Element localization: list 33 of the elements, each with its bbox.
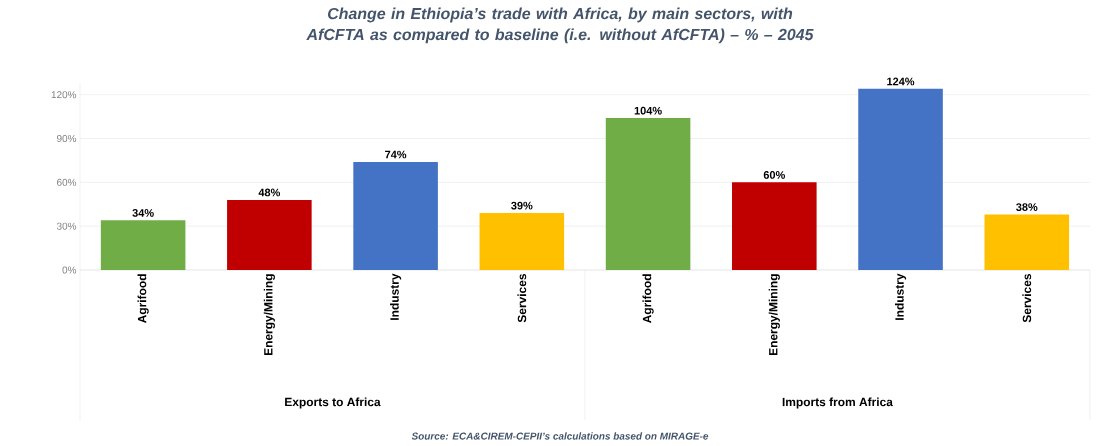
x-tick-label: Agrifood: [137, 274, 149, 324]
bar: [479, 213, 565, 270]
bar: [227, 199, 312, 270]
data-label: 74%: [385, 150, 407, 159]
text: Exports to Africa: [285, 397, 381, 409]
x-tick-label: Energy/Mining: [263, 274, 275, 356]
x-tick-label: Energy/Mining: [768, 274, 780, 356]
y-tick-label: 120%: [51, 91, 77, 99]
data-label: 104%: [634, 106, 662, 115]
bar: [984, 214, 1070, 270]
data-label: 124%: [887, 77, 915, 86]
data-label: 34%: [132, 209, 154, 217]
bar: [732, 182, 817, 270]
source-note: Source: ECA&CIREM-CEPII’s calculations based on MIRAGE-e: [411, 432, 709, 440]
x-tick-label: Services: [517, 274, 527, 323]
x-tick-label: Services: [1022, 274, 1032, 323]
text: Imports from Africa: [782, 397, 893, 409]
y-tick-label: 0%: [62, 266, 77, 274]
bar: [353, 161, 438, 270]
data-label: 38%: [1016, 203, 1038, 211]
x-tick-label: Industry: [390, 273, 402, 320]
data-label: 48%: [258, 188, 281, 197]
data-label: 39%: [511, 201, 533, 210]
bar: [605, 118, 691, 270]
x-tick-label: Agrifood: [642, 274, 654, 324]
x-tick-label: Industry: [894, 273, 907, 320]
y-tick-label: 60%: [57, 178, 77, 186]
bar: [100, 220, 186, 270]
chart-title: Change in Ethiopia’s trade with Africa, by main sectors, with AfCFTA as compared to baseline (i.e. without AfCFTA) – % – 2045: [306, 7, 814, 44]
y-tick-label: 90%: [57, 134, 77, 143]
y-tick-label: 30%: [56, 222, 77, 230]
bar: [858, 88, 943, 270]
data-label: 60%: [763, 171, 785, 179]
